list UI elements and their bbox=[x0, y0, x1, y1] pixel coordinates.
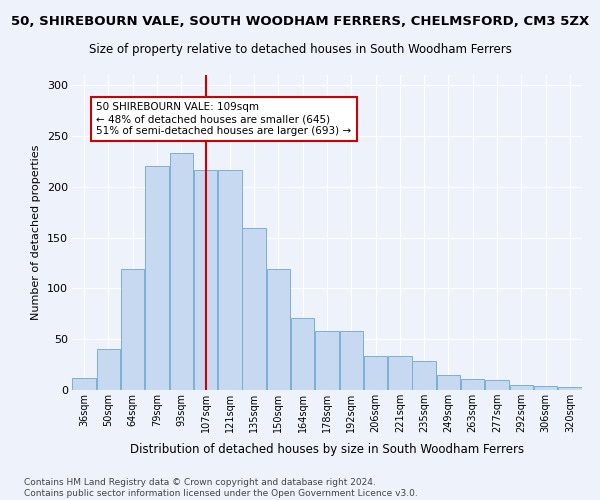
Bar bbox=[461, 379, 484, 390]
Bar bbox=[315, 331, 339, 390]
Bar bbox=[437, 375, 460, 390]
Bar bbox=[558, 387, 581, 390]
Bar bbox=[194, 170, 217, 390]
Bar bbox=[485, 380, 509, 390]
Bar bbox=[509, 385, 533, 390]
Bar bbox=[388, 356, 412, 390]
Text: 50, SHIREBOURN VALE, SOUTH WOODHAM FERRERS, CHELMSFORD, CM3 5ZX: 50, SHIREBOURN VALE, SOUTH WOODHAM FERRE… bbox=[11, 15, 589, 28]
Bar bbox=[534, 386, 557, 390]
Text: Size of property relative to detached houses in South Woodham Ferrers: Size of property relative to detached ho… bbox=[89, 42, 511, 56]
Bar bbox=[73, 378, 96, 390]
Bar bbox=[218, 170, 242, 390]
X-axis label: Distribution of detached houses by size in South Woodham Ferrers: Distribution of detached houses by size … bbox=[130, 444, 524, 456]
Text: 50 SHIREBOURN VALE: 109sqm
← 48% of detached houses are smaller (645)
51% of sem: 50 SHIREBOURN VALE: 109sqm ← 48% of deta… bbox=[96, 102, 352, 136]
Bar bbox=[97, 350, 120, 390]
Bar bbox=[170, 153, 193, 390]
Bar bbox=[266, 269, 290, 390]
Text: Contains HM Land Registry data © Crown copyright and database right 2024.
Contai: Contains HM Land Registry data © Crown c… bbox=[24, 478, 418, 498]
Bar bbox=[412, 360, 436, 390]
Bar bbox=[242, 228, 266, 390]
Bar bbox=[121, 269, 145, 390]
Bar bbox=[340, 331, 363, 390]
Bar bbox=[145, 166, 169, 390]
Y-axis label: Number of detached properties: Number of detached properties bbox=[31, 145, 41, 320]
Bar bbox=[291, 318, 314, 390]
Bar bbox=[364, 356, 388, 390]
